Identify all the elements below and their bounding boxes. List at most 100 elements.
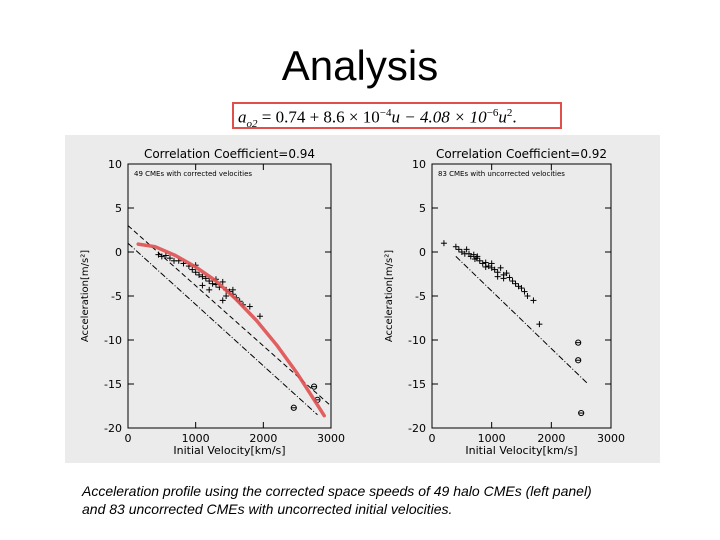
y-tick-label: -5 [415, 290, 426, 303]
y-tick-label: 5 [115, 202, 122, 215]
data-point [470, 251, 477, 258]
x-tick-label: 1000 [478, 432, 506, 445]
data-point [290, 404, 297, 411]
formula-part-c: u [498, 107, 507, 127]
chart-title: Correlation Coefficient=0.92 [436, 147, 607, 161]
formula-exp3: 2 [506, 107, 513, 119]
formula-exp2: −6 [486, 107, 499, 119]
figure-panel: 10 5 0 -5 -10 -15 -20 0 1000 2000 3000 Correlation … [65, 135, 660, 463]
chart-title: Correlation Coefficient=0.94 [144, 147, 315, 161]
data-point [473, 255, 480, 262]
formula-part-b: u − 4.08 × 10 [391, 107, 487, 127]
data-point [491, 266, 498, 273]
data-point [246, 303, 253, 310]
data-point [256, 313, 263, 320]
quadratic-fit-curve [136, 242, 326, 418]
y-tick-label: 5 [419, 202, 426, 215]
data-point [455, 246, 462, 253]
data-point [155, 251, 162, 258]
x-tick-label: 0 [429, 432, 436, 445]
data-point [310, 383, 318, 390]
y-tick-label: 0 [115, 246, 122, 259]
data-point [503, 270, 510, 277]
fit-line-dashdot [127, 242, 318, 416]
data-point [229, 286, 236, 293]
y-tick-label: -20 [104, 422, 122, 435]
data-point-diamond [578, 409, 585, 417]
x-tick-label: 2000 [249, 432, 277, 445]
fit-formula: ao2 = 0.74 + 8.6 × 10−4u − 4.08 × 10−6u2… [238, 107, 517, 130]
data-point [518, 285, 525, 292]
data-point [578, 409, 585, 417]
data-point-diamond [310, 383, 318, 390]
y-tick-label: 10 [412, 158, 426, 171]
slide-title: Analysis [281, 42, 439, 89]
data-point [500, 275, 507, 282]
y-tick-label: 10 [108, 158, 122, 171]
y-axis-label: Acceleration[m/s²] [384, 250, 395, 342]
data-point [209, 280, 216, 287]
data-point [575, 339, 582, 346]
data-point [463, 246, 470, 253]
chart-annotation: 49 CMEs with corrected velocities [134, 170, 252, 178]
caption: Acceleration profile using the corrected… [82, 482, 702, 518]
data-point [506, 274, 513, 281]
plot-frame [127, 163, 332, 429]
data-point [497, 264, 504, 271]
x-tick-label: 3000 [597, 432, 625, 445]
data-point [166, 255, 173, 262]
data-point [530, 297, 537, 304]
data-point [162, 252, 169, 259]
data-point [219, 278, 226, 285]
data-point [206, 286, 213, 293]
data-point [196, 271, 203, 278]
fit-line-dashdot [455, 256, 588, 384]
x-axis-label: Initial Velocity[km/s] [465, 444, 577, 457]
data-point-diamond [575, 357, 582, 364]
data-point [202, 275, 209, 282]
plot-frame [431, 163, 612, 429]
y-tick-label: -15 [408, 378, 426, 391]
formula-box: ao2 = 0.74 + 8.6 × 10−4u − 4.08 × 10−6u2… [232, 102, 562, 130]
formula-part-d: . [512, 107, 517, 127]
chart-annotation: 83 CMEs with uncorrected velocities [438, 170, 565, 178]
data-point [512, 280, 519, 287]
data-point [199, 273, 206, 280]
data-point [452, 243, 459, 250]
x-tick-label: 0 [125, 432, 132, 445]
y-tick-label: -15 [104, 378, 122, 391]
data-point [482, 263, 489, 270]
x-tick-label: 2000 [537, 432, 565, 445]
data-point [524, 293, 531, 299]
data-point [479, 260, 486, 267]
data-point [199, 282, 206, 289]
x-tick-label: 1000 [182, 432, 210, 445]
data-point [509, 278, 516, 285]
y-tick-label: -20 [408, 422, 426, 435]
data-point-diamond [290, 404, 297, 411]
data-point [488, 260, 495, 267]
data-point-diamond [575, 339, 582, 346]
y-tick-label: 0 [419, 246, 426, 259]
caption-line-1: Acceleration profile using the corrected… [82, 483, 592, 499]
formula-exp1: −4 [379, 107, 392, 119]
data-point [494, 273, 501, 280]
data-point [206, 278, 213, 285]
x-axis-label: Initial Velocity[km/s] [173, 444, 285, 457]
x-tick-label: 3000 [317, 432, 345, 445]
data-point [189, 266, 196, 273]
caption-line-2: and 83 uncorrected CMEs with uncorrected… [82, 501, 453, 517]
formula-lhs-sub: o2 [246, 118, 258, 131]
data-point [575, 357, 582, 364]
data-point [440, 240, 447, 247]
data-point [219, 297, 226, 304]
y-tick-label: -5 [111, 290, 122, 303]
data-point [223, 293, 230, 299]
y-tick-label: -10 [104, 334, 122, 347]
data-point [158, 253, 165, 260]
formula-part-a: = 0.74 + 8.6 × 10 [257, 107, 380, 127]
data-point [521, 288, 528, 295]
